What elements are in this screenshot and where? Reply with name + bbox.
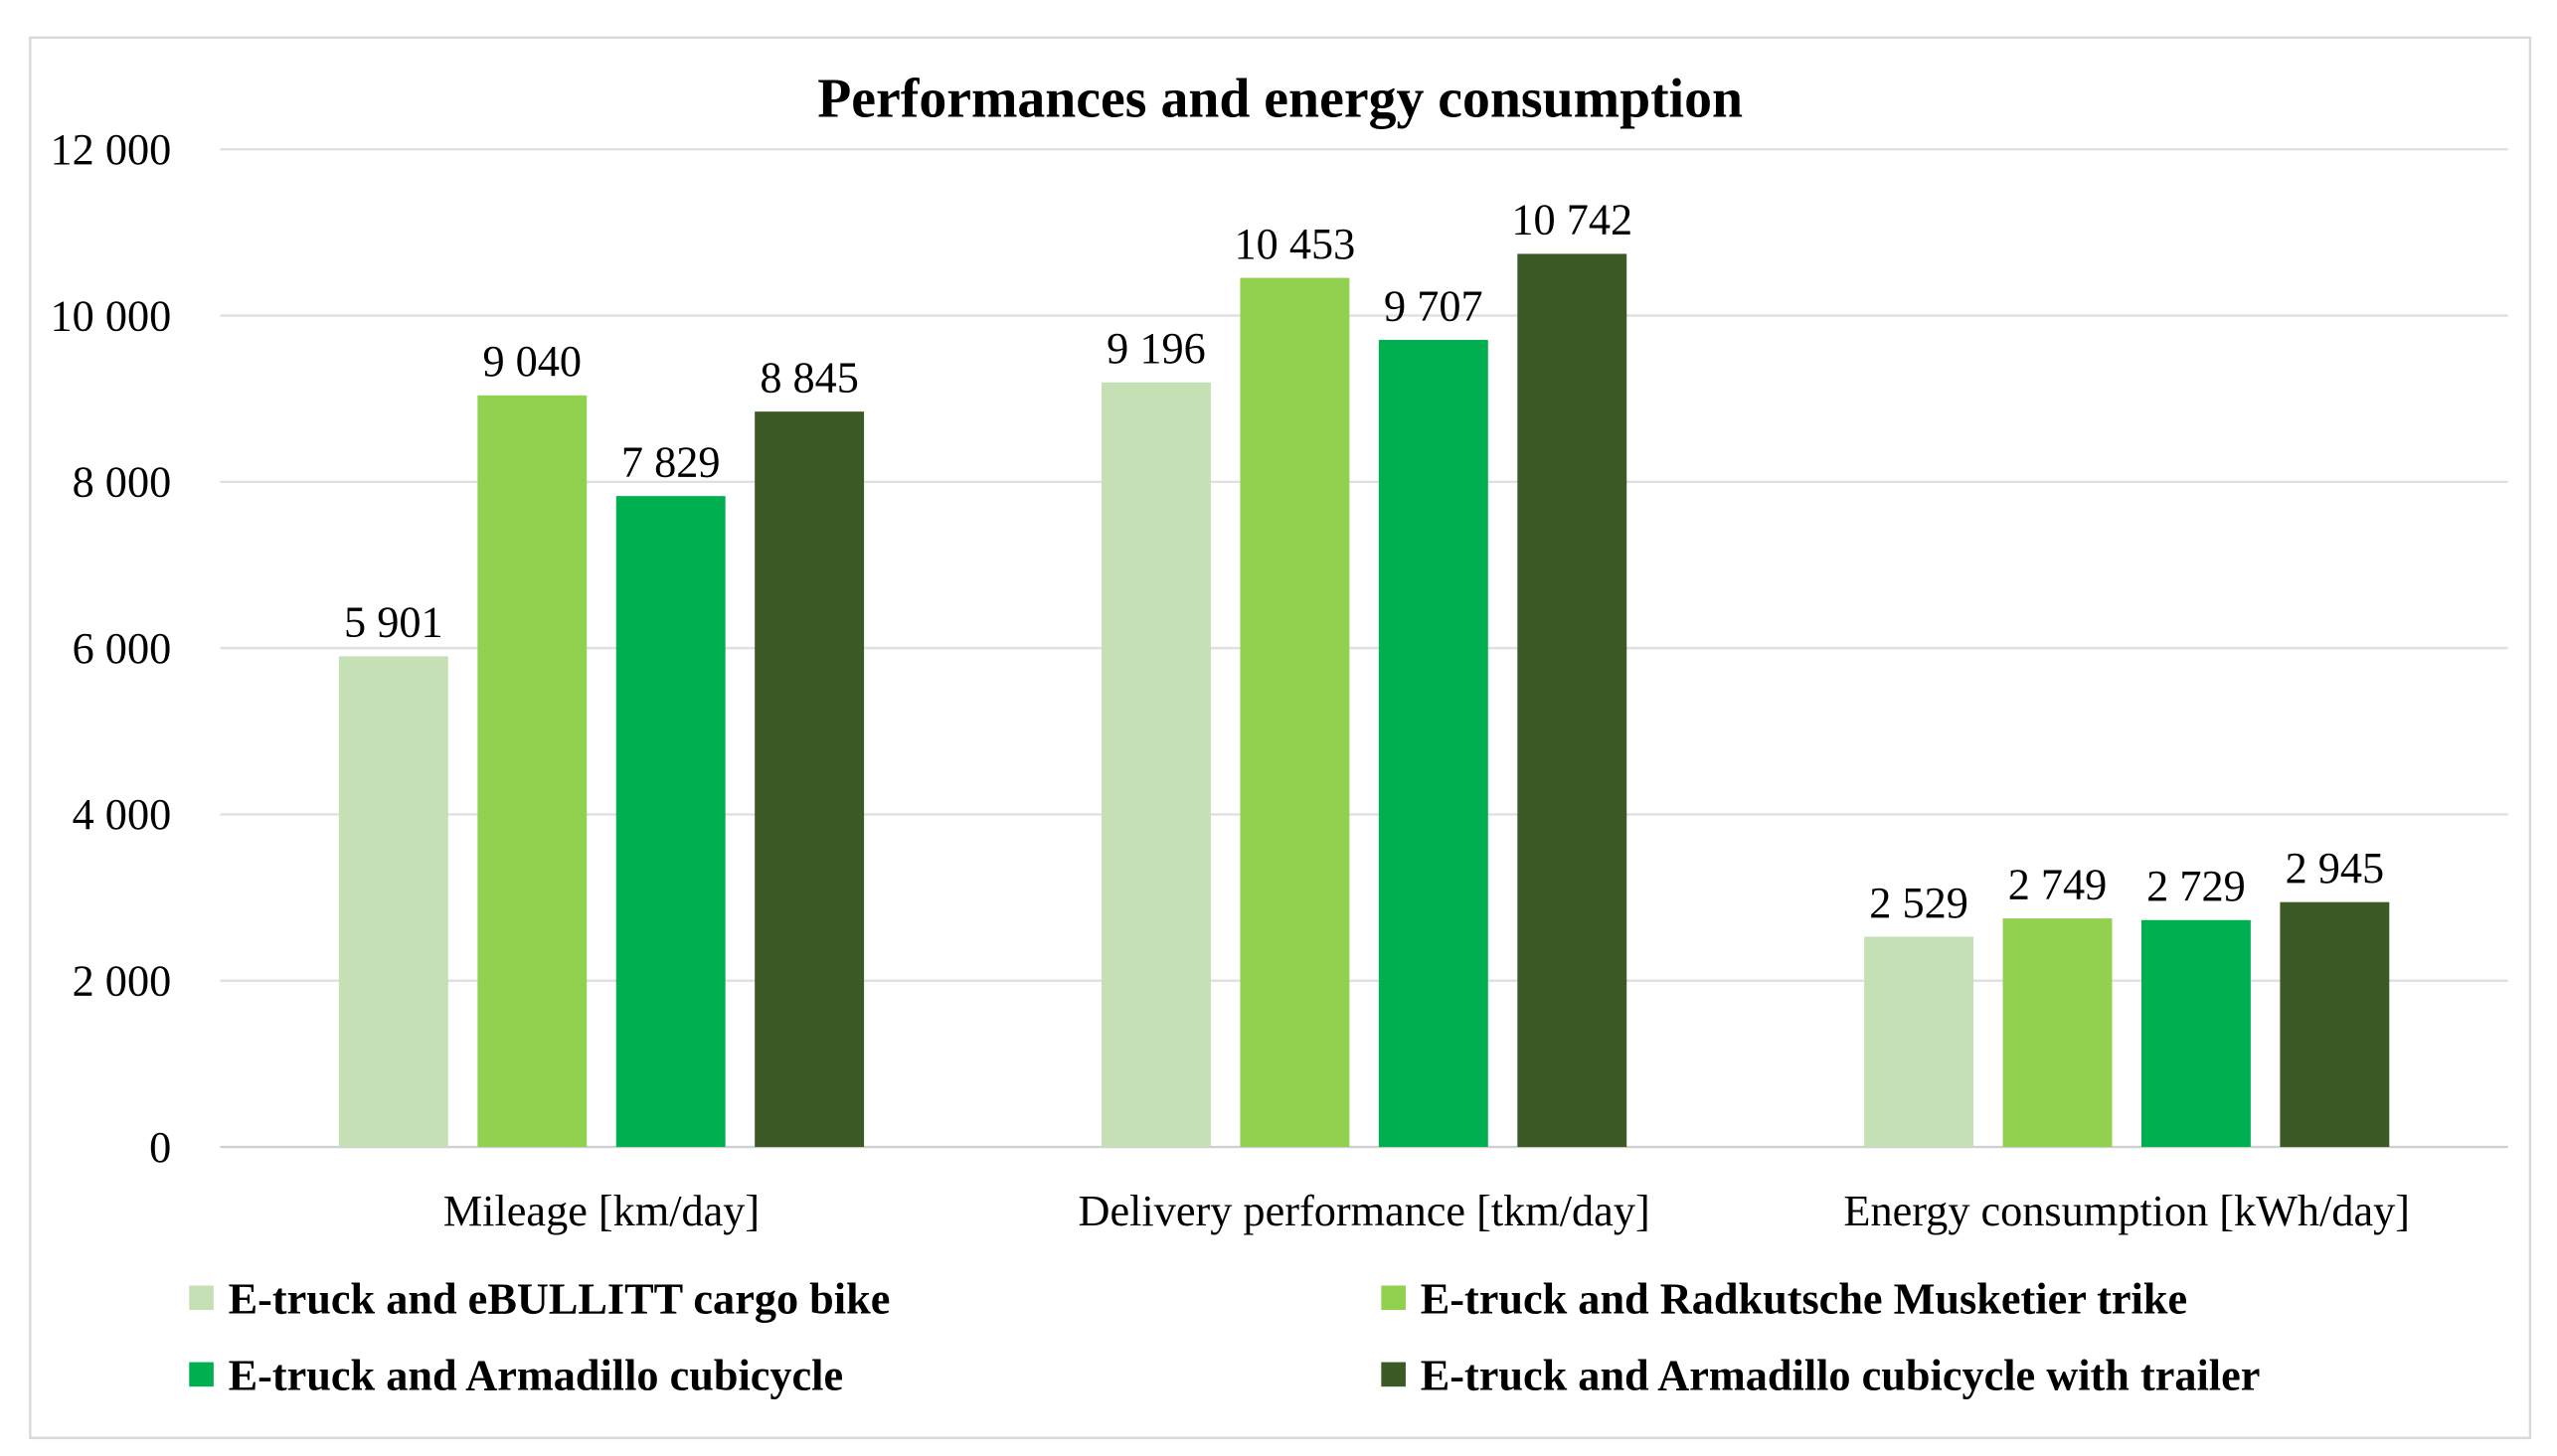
chart-title: Performances and energy consumption [817,68,1743,129]
data-label: 5 901 [344,598,443,647]
bar [1378,340,1488,1148]
bar [1517,253,1627,1148]
data-label: 2 529 [1869,879,1968,927]
bars: 5 901 9 040 7 829 8 845 9 196 10 453 9 707 10 7… [338,196,2390,1148]
data-label: 8 845 [760,353,859,402]
legend: E-truck and eBULLITT cargo bike E-truck a… [189,1274,2260,1399]
y-tick-label: 4 000 [73,790,172,839]
data-label: 7 829 [621,437,721,486]
legend-item: E-truck and Armadillo cubicycle with tra… [1381,1351,2260,1399]
x-axis: Mileage [km/day] Delivery performance [tk… [443,1187,2410,1235]
bar [1864,936,1974,1148]
legend-item: E-truck and Armadillo cubicycle [189,1351,843,1399]
bar [338,656,448,1148]
legend-label: E-truck and Armadillo cubicycle [229,1351,844,1399]
y-tick-label: 2 000 [73,957,172,1006]
data-label: 2 749 [2008,860,2108,908]
category-label: Mileage [km/day] [443,1187,760,1235]
legend-label: E-truck and Radkutsche Musketier trike [1421,1274,2187,1323]
legend-swatch [1381,1285,1406,1311]
bar [2280,901,2390,1148]
bar [615,496,726,1148]
data-label: 2 729 [2146,862,2246,910]
y-tick-label: 6 000 [73,624,172,673]
legend-item: E-truck and Radkutsche Musketier trike [1381,1274,2187,1323]
bar [1102,382,1211,1148]
data-label: 10 453 [1235,220,1356,268]
data-label: 9 196 [1107,324,1206,373]
category-label: Energy consumption [kWh/day] [1843,1187,2410,1235]
data-label: 2 945 [2286,844,2385,892]
bar [1240,277,1350,1148]
data-label: 10 742 [1511,196,1632,244]
legend-swatch [189,1362,214,1387]
legend-swatch [189,1285,214,1311]
category-label: Delivery performance [tkm/day] [1079,1187,1650,1235]
legend-swatch [1381,1362,1406,1387]
y-tick-label: 10 000 [50,291,171,340]
bar [755,411,865,1148]
bar [2140,919,2251,1148]
bar [2002,918,2113,1148]
y-axis: 0 2 000 4 000 6 000 8 000 10 000 12 000 [50,125,171,1172]
legend-label: E-truck and Armadillo cubicycle with tra… [1421,1351,2261,1399]
gridlines [220,147,2508,1149]
bar [477,395,588,1148]
legend-label: E-truck and eBULLITT cargo bike [229,1274,891,1323]
y-tick-label: 8 000 [73,458,172,507]
legend-item: E-truck and eBULLITT cargo bike [189,1274,890,1323]
data-label: 9 707 [1384,281,1483,330]
y-tick-label: 12 000 [50,125,171,174]
y-tick-label: 0 [149,1123,171,1172]
data-label: 9 040 [482,337,582,386]
